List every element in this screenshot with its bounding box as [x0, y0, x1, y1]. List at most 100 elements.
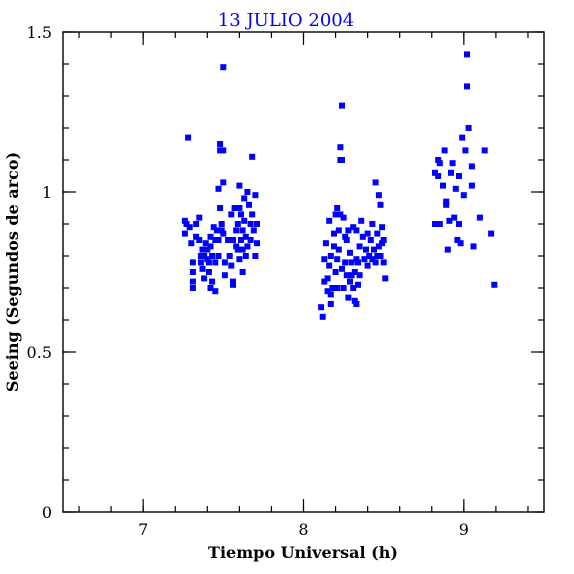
data-point	[379, 224, 386, 231]
minor-ticks	[63, 31, 544, 513]
data-point	[340, 285, 347, 291]
data-point	[218, 227, 225, 234]
data-point	[247, 221, 254, 227]
data-point	[351, 269, 358, 275]
data-point	[355, 259, 361, 266]
data-point	[432, 221, 438, 227]
data-point	[465, 125, 472, 131]
data-point	[335, 246, 342, 253]
data-point	[230, 281, 236, 288]
data-point	[331, 230, 337, 237]
data-point	[374, 253, 381, 259]
data-point	[233, 243, 240, 250]
data-point	[218, 221, 225, 227]
data-point	[215, 237, 222, 243]
data-point	[359, 233, 366, 240]
data-point	[382, 275, 389, 282]
y-tick-label: 0.5	[27, 343, 52, 362]
data-point	[250, 227, 257, 234]
data-point	[181, 217, 188, 224]
data-point	[457, 240, 464, 247]
y-tick-label: 1.5	[27, 23, 52, 42]
data-point	[343, 237, 350, 243]
x-tick-label: 9	[459, 520, 469, 539]
data-point	[337, 144, 344, 151]
data-point	[210, 224, 217, 231]
data-point	[348, 272, 355, 279]
data-point	[226, 253, 233, 259]
data-point	[202, 240, 209, 247]
x-tick-labels: 7 8 9	[138, 520, 469, 539]
data-point	[327, 253, 334, 259]
data-point	[212, 237, 219, 243]
data-point	[369, 256, 376, 263]
data-point	[369, 221, 376, 227]
data-point	[204, 246, 211, 253]
data-point	[462, 147, 469, 154]
data-point	[242, 253, 249, 259]
y-tick-labels: 0 0.5 1 1.5	[27, 23, 52, 522]
data-point	[212, 288, 219, 295]
data-point	[247, 237, 254, 243]
data-point	[339, 157, 345, 163]
data-point	[335, 227, 342, 234]
data-point	[324, 275, 331, 282]
data-point	[217, 147, 224, 154]
data-point	[443, 201, 450, 208]
data-point	[435, 173, 442, 179]
data-point	[371, 246, 377, 253]
data-point	[321, 256, 328, 263]
data-point	[326, 262, 333, 269]
data-point	[185, 134, 192, 141]
data-point	[215, 253, 222, 259]
data-point	[351, 297, 358, 304]
data-point	[254, 240, 260, 247]
data-points	[181, 51, 498, 320]
data-point	[476, 214, 483, 221]
data-point	[372, 259, 379, 266]
x-tick-label: 7	[138, 520, 148, 539]
data-point	[228, 262, 235, 269]
data-point	[459, 134, 466, 141]
data-point	[217, 141, 224, 147]
data-point	[186, 224, 193, 231]
data-point	[189, 278, 196, 285]
data-point	[348, 259, 355, 266]
data-point	[242, 233, 249, 240]
data-point	[199, 265, 206, 272]
data-point	[215, 185, 222, 192]
data-point	[345, 294, 352, 301]
data-point	[197, 259, 204, 266]
data-point	[342, 259, 349, 266]
data-point	[491, 281, 498, 288]
data-point	[234, 221, 241, 227]
chart-title: 13 JULIO 2004	[218, 10, 354, 31]
data-point	[249, 153, 256, 160]
data-point	[318, 304, 325, 311]
data-point	[470, 243, 477, 250]
data-point	[207, 243, 214, 250]
data-point	[340, 214, 347, 221]
data-point	[241, 195, 248, 202]
data-point	[364, 262, 371, 269]
data-point	[444, 246, 451, 253]
data-point	[249, 211, 256, 218]
data-point	[343, 272, 350, 279]
data-point	[326, 217, 333, 224]
data-point	[322, 240, 329, 247]
data-point	[464, 83, 470, 90]
data-point	[231, 205, 238, 211]
data-point	[324, 288, 331, 295]
data-point	[205, 269, 212, 275]
data-point	[207, 285, 214, 291]
data-point	[239, 246, 246, 253]
data-point	[452, 185, 459, 192]
data-point	[456, 221, 462, 227]
data-point	[189, 259, 196, 266]
data-point	[379, 240, 386, 247]
data-point	[367, 237, 374, 243]
data-point	[332, 211, 339, 218]
data-point	[342, 233, 349, 240]
data-point	[329, 285, 336, 291]
